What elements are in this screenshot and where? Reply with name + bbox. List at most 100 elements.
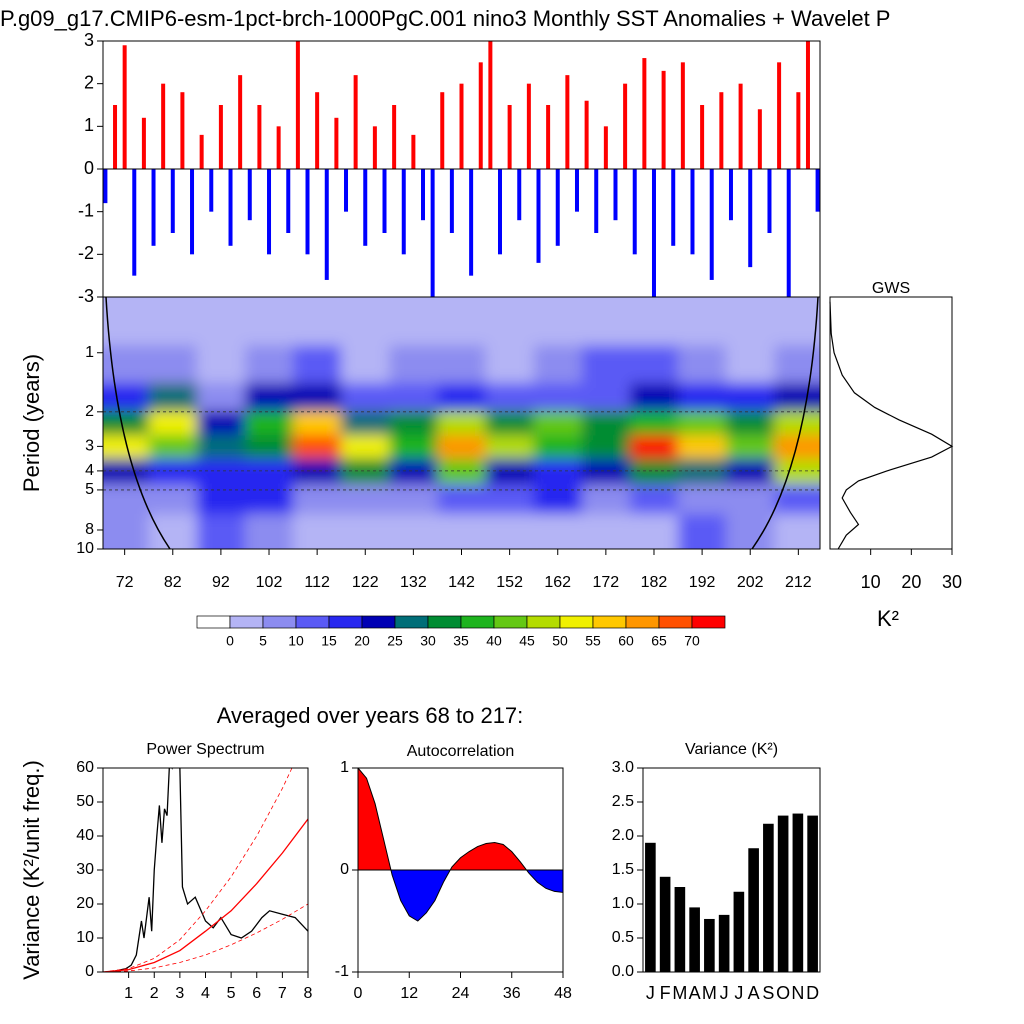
anomaly-bar xyxy=(180,92,185,169)
colorbar-label: 5 xyxy=(259,633,267,649)
y-tick-label: 0.5 xyxy=(612,929,634,946)
y-tick-label: 30 xyxy=(76,861,94,878)
anomaly-bar xyxy=(392,105,397,169)
colorbar-box xyxy=(592,615,627,629)
heat-cell xyxy=(196,410,245,436)
anomaly-bar xyxy=(228,169,233,246)
heat-cell xyxy=(389,435,438,459)
heat-cell xyxy=(103,435,149,459)
heat-cell xyxy=(148,297,197,346)
anomaly-bar xyxy=(344,169,349,212)
x-tick-label: 162 xyxy=(544,574,571,591)
cone-of-influence xyxy=(751,297,819,549)
anomaly-bar xyxy=(709,169,714,280)
heat-cell xyxy=(389,484,438,515)
anomaly-bar xyxy=(700,105,705,169)
x-tick-label: 132 xyxy=(400,574,427,591)
anomaly-bar xyxy=(103,169,108,204)
x-tick-label: 4 xyxy=(201,985,210,1002)
heat-cell xyxy=(244,345,294,384)
x-tick-label: 92 xyxy=(212,574,230,591)
anomaly-bar xyxy=(190,169,195,255)
heat-cell xyxy=(293,484,342,515)
anomaly-bar xyxy=(151,169,156,246)
colorbar-box xyxy=(691,615,726,629)
anomaly-bar xyxy=(218,105,223,169)
x-tick-label: 6 xyxy=(252,985,261,1002)
x-tick-label: 112 xyxy=(304,574,330,591)
x-tick-label: 192 xyxy=(689,574,716,591)
anomaly-bar xyxy=(805,41,810,169)
heat-cell xyxy=(726,383,775,411)
heat-cell xyxy=(293,435,342,459)
anomaly-bar xyxy=(777,62,782,170)
heat-cell xyxy=(437,435,486,459)
heat-cell xyxy=(103,514,149,549)
heat-cell xyxy=(726,410,775,436)
x-tick-label: 48 xyxy=(554,985,572,1002)
x-tick-label: 7 xyxy=(278,985,287,1002)
heat-cell xyxy=(485,435,534,459)
chart-title: Autocorrelation xyxy=(407,743,515,760)
heat-cell xyxy=(581,297,630,346)
y-tick-label: -1 xyxy=(78,200,94,220)
x-tick-label: 30 xyxy=(942,572,962,592)
bar xyxy=(718,914,730,972)
x-tick-label: 36 xyxy=(503,985,521,1002)
anomaly-bar xyxy=(401,169,406,255)
anomaly-bar xyxy=(363,169,368,246)
heat-cell xyxy=(726,514,775,549)
x-tick-label: 12 xyxy=(400,985,418,1002)
heat-cell xyxy=(293,345,342,384)
heat-cell xyxy=(678,514,727,549)
heat-cell xyxy=(726,435,775,459)
y-tick-label: 2.5 xyxy=(612,793,634,810)
y-tick-label: 0 xyxy=(340,861,349,878)
heat-cell xyxy=(726,345,775,384)
anomaly-bar xyxy=(459,83,464,169)
x-tick-label: M xyxy=(672,983,687,1003)
y-tick-label: 8 xyxy=(85,521,94,538)
colorbar-box xyxy=(493,615,528,629)
anomaly-bar xyxy=(815,169,820,212)
anomaly-bar xyxy=(728,169,733,221)
y-tick-label: 0.0 xyxy=(612,963,634,980)
y-tick-label: 3.0 xyxy=(612,759,634,776)
colorbar-box xyxy=(295,615,330,629)
heat-cell xyxy=(196,383,245,411)
plot-frame xyxy=(829,296,953,550)
anomaly-bar xyxy=(719,92,724,169)
heat-cell xyxy=(774,484,820,515)
heat-cell xyxy=(341,484,390,515)
heat-cell xyxy=(629,345,679,384)
spectrum-line xyxy=(103,818,308,972)
x-tick-label: J xyxy=(734,983,743,1003)
spectrum-line xyxy=(110,768,308,972)
anomaly-bar xyxy=(738,83,743,169)
heat-cell xyxy=(389,383,438,411)
heat-cell xyxy=(196,297,245,346)
anomaly-bar xyxy=(372,126,377,169)
heat-cell xyxy=(629,297,679,346)
heat-cell xyxy=(244,297,294,346)
colorbar-box xyxy=(262,615,297,629)
heat-cell xyxy=(678,435,727,459)
heat-cell xyxy=(196,458,245,485)
x-tick-label: 8 xyxy=(304,985,313,1002)
heat-cell xyxy=(244,458,294,485)
y-tick-label: -3 xyxy=(78,286,94,306)
y-tick-label: 20 xyxy=(76,895,94,912)
anomaly-bar xyxy=(555,169,560,246)
anomaly-bar xyxy=(661,70,666,169)
anomaly-bar xyxy=(382,169,387,233)
x-tick-label: 122 xyxy=(352,574,379,591)
anomaly-bar xyxy=(786,169,791,297)
colorbar-label: 65 xyxy=(651,633,667,649)
heat-cell xyxy=(389,458,438,485)
colorbar-box xyxy=(526,615,561,629)
bar xyxy=(792,813,804,972)
heat-cell xyxy=(244,514,294,549)
chart-title: Power Spectrum xyxy=(146,741,264,758)
heat-cell xyxy=(485,297,534,346)
heat-cell xyxy=(581,435,630,459)
